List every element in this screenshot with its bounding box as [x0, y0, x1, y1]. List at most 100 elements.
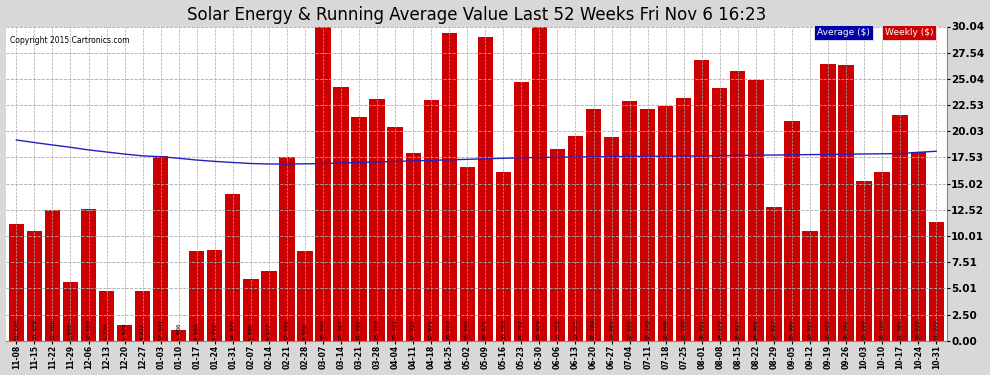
Bar	[279, 157, 295, 341]
Bar	[244, 279, 258, 341]
Bar	[442, 33, 457, 341]
Text: 22.143: 22.143	[645, 319, 650, 340]
Text: 21.386: 21.386	[356, 319, 361, 340]
Bar	[658, 106, 673, 341]
Bar	[207, 250, 223, 341]
Bar	[712, 88, 728, 341]
Bar	[532, 27, 547, 341]
Text: 11.146: 11.146	[14, 319, 19, 340]
Bar	[189, 251, 204, 341]
Text: 23.190: 23.190	[681, 319, 686, 340]
Text: 17.641: 17.641	[158, 319, 163, 340]
Bar	[297, 251, 313, 341]
Text: 18.318: 18.318	[555, 319, 560, 340]
Bar	[387, 127, 403, 341]
Bar	[406, 153, 421, 341]
Text: 29.979: 29.979	[537, 319, 542, 340]
Text: 8.556: 8.556	[303, 322, 308, 340]
Text: 16.599: 16.599	[464, 319, 470, 340]
Bar	[802, 231, 818, 341]
Text: 24.956: 24.956	[753, 319, 758, 340]
Text: 6.677: 6.677	[266, 322, 271, 340]
Text: 4.734: 4.734	[104, 322, 109, 340]
Text: 16.099: 16.099	[501, 319, 506, 340]
Bar	[9, 224, 24, 341]
Text: Average ($): Average ($)	[817, 28, 870, 37]
Text: 22.890: 22.890	[627, 319, 632, 340]
Text: 22.971: 22.971	[429, 319, 434, 340]
Text: 24.752: 24.752	[519, 319, 524, 340]
Bar	[316, 27, 331, 341]
Text: 17.932: 17.932	[411, 319, 416, 340]
Bar	[821, 64, 836, 341]
Bar	[514, 82, 529, 341]
Text: 15.299: 15.299	[861, 319, 866, 340]
Text: 1.006: 1.006	[176, 322, 181, 340]
Text: 24.307: 24.307	[339, 319, 344, 340]
Text: 16.100: 16.100	[879, 319, 885, 340]
Bar	[477, 37, 493, 341]
Text: Copyright 2015 Cartronics.com: Copyright 2015 Cartronics.com	[10, 36, 130, 45]
Text: 22.446: 22.446	[663, 319, 668, 340]
Bar	[784, 121, 800, 341]
Text: 24.178: 24.178	[718, 319, 723, 340]
Bar	[640, 109, 655, 341]
Bar	[27, 231, 43, 341]
Text: 26.392: 26.392	[843, 319, 848, 340]
Text: 1.529: 1.529	[122, 322, 127, 340]
Text: 18.020: 18.020	[916, 319, 921, 340]
Text: 5.655: 5.655	[68, 322, 73, 340]
Bar	[225, 194, 241, 341]
Text: 20.995: 20.995	[789, 319, 794, 340]
Text: 20.431: 20.431	[393, 319, 398, 340]
Bar	[549, 149, 565, 341]
Text: 29.450: 29.450	[446, 319, 451, 340]
Bar	[929, 222, 943, 341]
Bar	[351, 117, 366, 341]
Bar	[568, 136, 583, 341]
Bar	[459, 167, 475, 341]
Bar	[424, 100, 439, 341]
Bar	[334, 87, 348, 341]
Title: Solar Energy & Running Average Value Last 52 Weeks Fri Nov 6 16:23: Solar Energy & Running Average Value Las…	[187, 6, 766, 24]
Bar	[676, 98, 691, 341]
Text: 19.500: 19.500	[609, 319, 614, 340]
Text: 8.554: 8.554	[194, 322, 199, 340]
Text: 14.070: 14.070	[231, 319, 236, 340]
Bar	[748, 80, 763, 341]
Bar	[62, 282, 78, 341]
Text: 26.422: 26.422	[826, 319, 831, 340]
Text: 29.075: 29.075	[483, 319, 488, 340]
Bar	[369, 99, 385, 341]
Text: 8.712: 8.712	[212, 322, 217, 340]
Text: 30.043: 30.043	[321, 319, 326, 340]
Text: 21.585: 21.585	[898, 319, 903, 340]
Bar	[892, 115, 908, 341]
Bar	[117, 325, 133, 341]
Bar	[496, 172, 511, 341]
Bar	[731, 71, 745, 341]
Text: 4.812: 4.812	[141, 322, 146, 340]
Bar	[586, 109, 601, 341]
Bar	[81, 210, 96, 341]
Bar	[135, 291, 150, 341]
Bar	[911, 152, 926, 341]
Text: 25.817: 25.817	[736, 319, 741, 340]
Text: 12.486: 12.486	[50, 319, 55, 340]
Bar	[261, 271, 276, 341]
Bar	[856, 181, 872, 341]
Bar	[874, 172, 890, 341]
Text: 10.515: 10.515	[808, 319, 813, 340]
Text: 11.377: 11.377	[934, 319, 939, 340]
Bar	[839, 64, 853, 341]
Text: 5.886: 5.886	[248, 322, 253, 340]
Bar	[171, 330, 186, 341]
Text: Weekly ($): Weekly ($)	[885, 28, 934, 37]
Bar	[694, 60, 710, 341]
Text: 12.817: 12.817	[771, 319, 776, 340]
Text: 10.479: 10.479	[32, 319, 37, 340]
Text: 17.598: 17.598	[284, 319, 289, 340]
Text: 22.184: 22.184	[591, 319, 596, 340]
Text: 23.150: 23.150	[374, 319, 379, 340]
Text: 19.575: 19.575	[573, 319, 578, 340]
